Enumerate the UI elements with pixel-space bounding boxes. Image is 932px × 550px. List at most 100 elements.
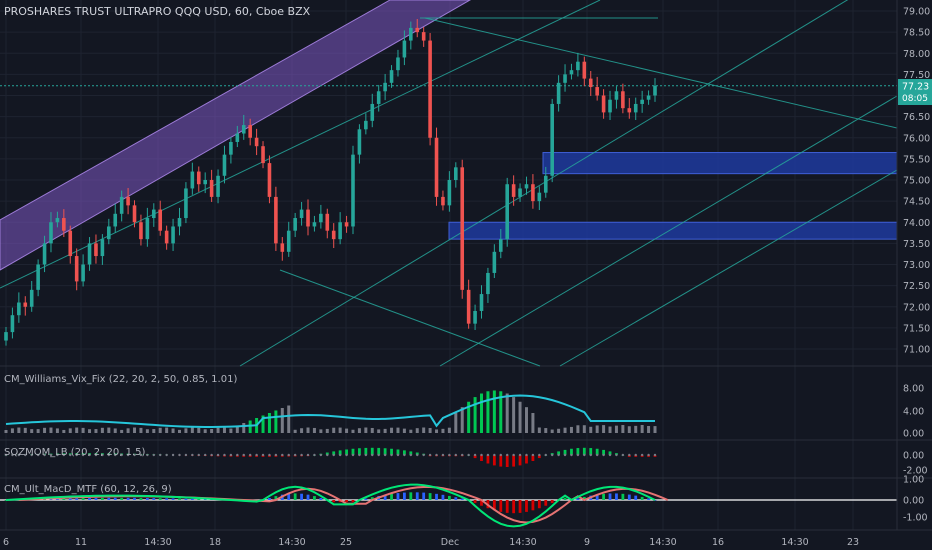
macd-bar-66 [428,493,432,500]
sqz-dot-40 [261,453,265,457]
sqz-dot-97 [628,453,631,457]
time-tick-label-7: 14:30 [509,537,536,548]
vix-bar-37 [242,423,246,433]
sqz-dot-21 [139,453,143,457]
candle-body-83 [537,192,542,202]
sqz-bar-83 [537,455,541,459]
macd-bar-31 [203,499,207,500]
sqz-bar-56 [364,447,368,455]
macd-bar-60 [390,493,393,500]
vix-bar-65 [422,427,426,433]
vix-bar-84 [544,428,548,433]
candle-body-98 [633,103,638,113]
supply-demand-zones [448,152,898,240]
vix-bar-21 [139,427,143,433]
sqz-dot-28 [184,453,188,457]
sqz-dot-79 [512,453,515,457]
sqz-bar-79 [512,455,516,467]
sqz-dot-32 [210,453,213,457]
vix-bar-48 [312,427,316,433]
candle-body-39 [254,137,259,147]
time-tick-label-0: 6 [3,537,9,548]
sqz-dot-60 [390,453,393,457]
vix-bar-58 [377,429,381,433]
macd-bar-26 [171,498,175,500]
candle-body-4 [29,289,34,307]
vix-bar-43 [280,408,284,433]
vix-bar-80 [518,401,522,433]
macd-bar-21 [139,497,143,500]
sqz-bar-51 [332,451,336,455]
candle-body-95 [614,91,619,100]
sqz-dot-25 [165,453,168,457]
candle-body-32 [209,180,214,197]
vix-bar-78 [505,393,509,433]
candle-body-54 [351,154,355,227]
sqz-dot-11 [75,453,78,457]
candle-body-93 [601,95,606,113]
vix-bar-63 [409,429,413,433]
trend-line-0 [0,0,601,289]
price-tick-label-7: 75.50 [903,154,930,165]
sqz-dot-70 [454,453,458,457]
sqz-bar-90 [582,447,586,455]
sqz-bar-80 [518,455,522,466]
candle-body-89 [576,61,580,71]
candle-body-91 [588,78,593,88]
vix-bar-17 [113,428,117,433]
vix-bar-56 [364,427,368,433]
candle-body-3 [23,302,28,307]
sqz-dot-84 [544,453,547,457]
vix-bar-94 [608,426,612,433]
sqz-dot-37 [242,453,245,457]
trend-line-1 [239,0,849,367]
macd-bar-61 [396,493,400,500]
macd-bar-97 [627,494,631,500]
price-tick-label-5: 76.50 [903,112,930,123]
vix-bar-47 [306,427,310,433]
sqz-dot-56 [364,453,368,457]
macd-bar-45 [293,493,297,500]
sqz-dot-72 [467,453,470,457]
time-tick-label-9: 14:30 [649,537,676,548]
sqz-bar-78 [505,455,509,467]
candle-body-35 [229,141,233,155]
sqz-bar-59 [383,448,387,455]
price-tick-label-3: 77.50 [903,70,930,81]
sqz-dot-90 [583,453,586,457]
candle-body-66 [428,40,432,138]
time-tick-label-4: 14:30 [278,537,305,548]
macd-bar-85 [550,500,554,503]
macd-bar-65 [422,492,426,500]
macd-bar-24 [158,498,162,500]
sqz-pane-title: SQZMOM_LB (20, 2, 20, 1.5) [4,447,145,458]
candle-body-74 [479,294,484,311]
vix-bar-11 [75,427,79,433]
vix-bar-86 [557,428,561,433]
price-badge-value: 77.23 [902,82,929,93]
sqz-dot-63 [409,453,413,457]
candle-body-72 [466,289,471,324]
sqz-bar-61 [396,449,400,455]
time-tick-label-5: 25 [340,537,352,548]
sqz-dot-17 [114,453,117,457]
sqz-bar-60 [390,448,393,455]
macd-bar-100 [647,498,650,500]
sqz-dot-50 [326,453,329,457]
vix-bar-89 [576,425,580,433]
candle-body-50 [325,213,330,231]
sqz-dot-88 [570,453,573,457]
vix-bar-30 [197,427,201,433]
vix-bar-66 [428,428,432,433]
candle-body-48 [312,222,317,227]
sqz-dot-99 [640,453,644,457]
price-tick-label-6: 76.00 [903,133,930,144]
vix-bar-100 [647,425,651,433]
candle-body-59 [383,82,387,92]
sqz-dot-47 [306,453,310,457]
vix-bar-15 [100,427,104,433]
macd-tick-label-2: -1.00 [903,513,928,524]
sqz-bar-52 [338,450,342,455]
candle-body-41 [267,163,272,197]
